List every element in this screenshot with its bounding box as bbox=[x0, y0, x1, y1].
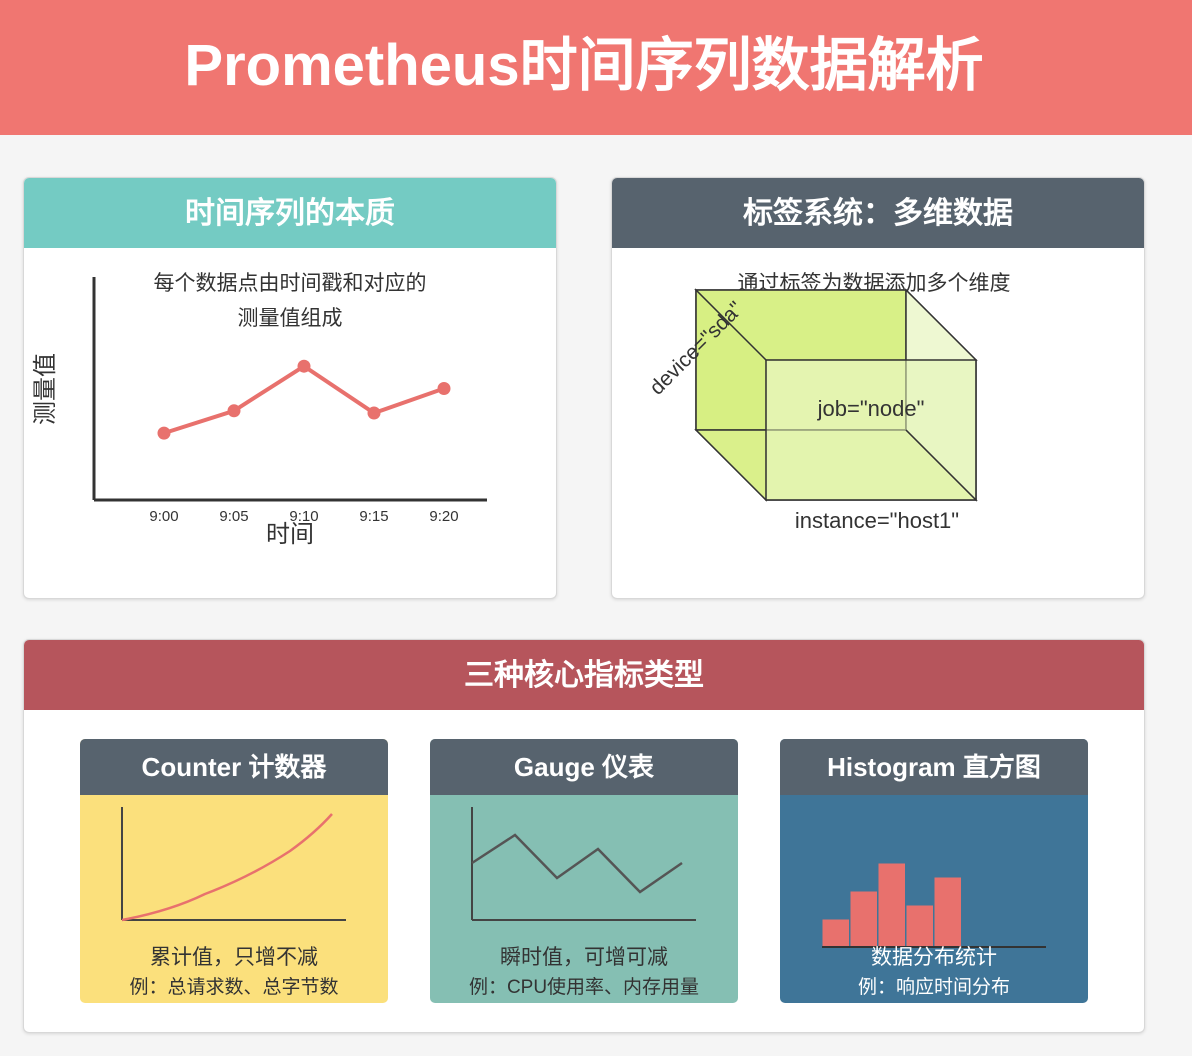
x-tick-label: 9:10 bbox=[289, 508, 318, 525]
data-point bbox=[157, 426, 171, 440]
page-title: Prometheus时间序列数据解析 bbox=[184, 33, 984, 98]
y-axis-label: 测量值 bbox=[32, 353, 59, 425]
counter-panel: Counter 计数器 累计值，只增不减 例：总请求数、总字节数 bbox=[80, 739, 388, 1003]
data-point bbox=[227, 404, 241, 418]
timeseries-chart: 每个数据点由时间戳和对应的 测量值组成 测量值 时间 9:00 9:05 9:10 9… bbox=[32, 272, 487, 548]
histogram-title: Histogram 直方图 bbox=[780, 739, 1088, 795]
page-header: Prometheus时间序列数据解析 bbox=[0, 0, 1192, 135]
x-axis-label: 时间 bbox=[266, 521, 314, 548]
labels-cube-diagram: 通过标签为数据添加多个维度 device="sda" job="node" in… bbox=[645, 272, 1010, 533]
x-tick-label: 9:00 bbox=[149, 508, 178, 525]
labels-card-title: 标签系统：多维数据 bbox=[612, 178, 1144, 248]
x-tick-label: 9:20 bbox=[429, 508, 458, 525]
gauge-chart bbox=[471, 807, 696, 921]
counter-title: Counter 计数器 bbox=[80, 739, 388, 795]
label-instance: instance="host1" bbox=[795, 508, 959, 533]
cube-edge bbox=[695, 289, 767, 361]
counter-curve bbox=[121, 813, 333, 922]
histogram-desc: 数据分布统计 bbox=[871, 946, 997, 969]
gauge-line bbox=[471, 833, 683, 894]
x-tick-label: 9:15 bbox=[359, 508, 388, 525]
metrics-card: 三种核心指标类型 Counter 计数器 累计值，只增不减 例：总请求数、总字节… bbox=[23, 639, 1145, 1033]
metrics-card-title: 三种核心指标类型 bbox=[24, 640, 1144, 710]
x-tick-label: 9:05 bbox=[219, 508, 248, 525]
data-point bbox=[367, 406, 381, 420]
labels-card: 标签系统：多维数据 通过标签为数据添加多个维度 device="sda" job… bbox=[611, 177, 1145, 599]
histogram-example: 例：响应时间分布 bbox=[857, 977, 1010, 998]
counter-chart bbox=[121, 807, 346, 922]
timeseries-description-line2: 测量值组成 bbox=[238, 307, 343, 330]
counter-desc: 累计值，只增不减 bbox=[150, 946, 318, 969]
histogram-bar bbox=[933, 876, 962, 948]
data-point bbox=[297, 359, 311, 373]
gauge-example: 例：CPU使用率、内存用量 bbox=[468, 977, 700, 998]
timeseries-card-title: 时间序列的本质 bbox=[24, 178, 556, 248]
cube-edge bbox=[905, 429, 977, 501]
data-point bbox=[437, 382, 451, 395]
histogram-panel: Histogram 直方图 数据分布统计 例：响应时间分布 bbox=[780, 739, 1088, 1003]
series-line bbox=[163, 364, 445, 436]
gauge-title: Gauge 仪表 bbox=[430, 739, 738, 795]
histogram-chart bbox=[821, 862, 1046, 948]
gauge-desc: 瞬时值，可增可减 bbox=[500, 946, 668, 969]
histogram-bar bbox=[877, 862, 906, 948]
histogram-bar bbox=[849, 890, 878, 948]
timeseries-card: 时间序列的本质 每个数据点由时间戳和对应的 测量值组成 测量值 时间 9:00 9… bbox=[23, 177, 557, 599]
timeseries-description-line1: 每个数据点由时间戳和对应的 bbox=[154, 272, 427, 295]
counter-example: 例：总请求数、总字节数 bbox=[129, 977, 339, 998]
label-job: job="node" bbox=[817, 396, 925, 421]
gauge-panel: Gauge 仪表 瞬时值，可增可减 例：CPU使用率、内存用量 bbox=[430, 739, 738, 1003]
cube-front-face bbox=[765, 359, 977, 501]
